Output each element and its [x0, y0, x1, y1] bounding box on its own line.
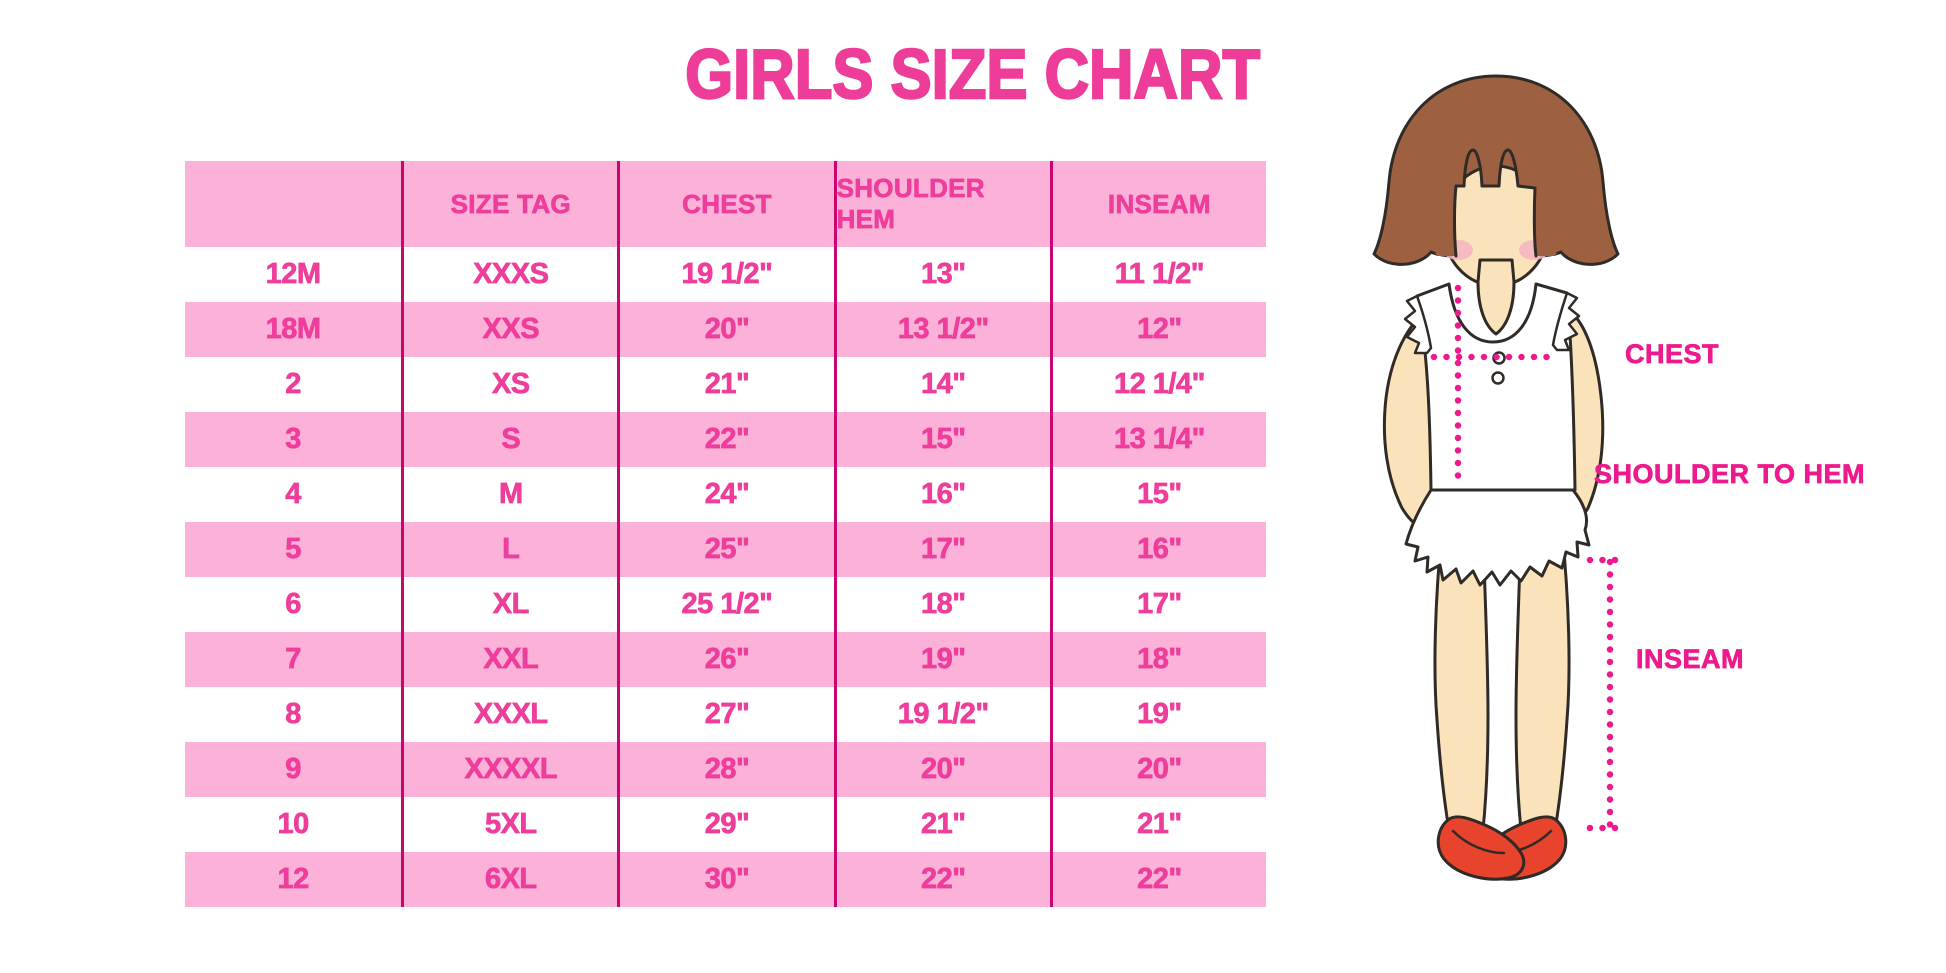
table-cell: 9 [285, 753, 302, 786]
table-cell: 19 1/2" [617, 247, 833, 302]
ruffle-right [1551, 291, 1581, 352]
table-cell: 13 1/2" [833, 302, 1050, 357]
table-cell: XXXL [401, 687, 617, 742]
neck [1476, 258, 1516, 336]
table-cell: 15" [1049, 467, 1266, 522]
peplum-skirt [1404, 488, 1591, 587]
table-cell: 18" [833, 577, 1050, 632]
table-cell: XXXS [401, 247, 617, 302]
table-cell: 20" [617, 302, 833, 357]
header-cell: INSEAM [1049, 161, 1266, 247]
table-cell: M [401, 467, 617, 522]
table-cell: 18M [265, 313, 321, 346]
size-table: SIZE TAG CHEST SHOULDER HEM INSEAM 12M XXXS 19… [185, 161, 1266, 907]
header-cell: SHOULDER HEM [833, 161, 1050, 247]
table-cell: XXL [401, 632, 617, 687]
table-cell: 27" [617, 687, 833, 742]
table-cell: L [401, 522, 617, 577]
table-cell: 25 1/2" [617, 577, 833, 632]
button-bottom [1491, 371, 1505, 385]
table-cell: 16" [1049, 522, 1266, 577]
table-cell: 22" [833, 852, 1050, 907]
table-cell: 17" [833, 522, 1050, 577]
table-cell: 21" [617, 357, 833, 412]
table-cell: XXXXL [401, 742, 617, 797]
table-row: 2 XS 21" 14" 12 1/4" [185, 357, 1266, 412]
table-cell: 20" [833, 742, 1050, 797]
table-cell: 6XL [401, 852, 617, 907]
table-cell: 12M [265, 258, 321, 291]
table-cell: 11 1/2" [1049, 247, 1266, 302]
table-cell: 24" [617, 467, 833, 522]
shoe-left-strap [1451, 829, 1506, 855]
chest-label: CHEST [1625, 339, 1720, 370]
table-cell: 19" [1049, 687, 1266, 742]
ruffle-left [1403, 294, 1433, 355]
table-row: 8 XXXL 27" 19 1/2" 19" [185, 687, 1266, 742]
table-cell: 21" [833, 797, 1050, 852]
table-header-row: SIZE TAG CHEST SHOULDER HEM INSEAM [185, 161, 1266, 247]
table-cell: XXS [401, 302, 617, 357]
table-row: 3 S 22" 15" 13 1/4" [185, 412, 1266, 467]
header-cell-empty [185, 161, 401, 247]
girl-illustration [1372, 74, 1622, 881]
table-cell: 14" [833, 357, 1050, 412]
table-cell: 17" [1049, 577, 1266, 632]
table-cell: 26" [617, 632, 833, 687]
table-cell: 15" [833, 412, 1050, 467]
table-cell: 16" [833, 467, 1050, 522]
page-title: GIRLS SIZE CHART [0, 34, 1946, 114]
table-cell: XL [401, 577, 617, 632]
inseam-label: INSEAM [1636, 644, 1745, 675]
table-cell: 4 [285, 478, 302, 511]
table-cell: 5 [285, 533, 302, 566]
table-cell: 13 1/4" [1049, 412, 1266, 467]
table-row: 10 5XL 29" 21" 21" [185, 797, 1266, 852]
table-cell: 12 [277, 863, 309, 896]
table-row: 5 L 25" 17" 16" [185, 522, 1266, 577]
table-cell: 19" [833, 632, 1050, 687]
table-cell: 7 [285, 643, 302, 676]
table-row: 12M XXXS 19 1/2" 13" 11 1/2" [185, 247, 1266, 302]
bangs-edge [1453, 148, 1538, 258]
table-row: 4 M 24" 16" 15" [185, 467, 1266, 522]
table-cell: 8 [285, 698, 302, 731]
table-cell: 13" [833, 247, 1050, 302]
table-row: 6 XL 25 1/2" 18" 17" [185, 577, 1266, 632]
table-cell: S [401, 412, 617, 467]
table-row: 18M XXS 20" 13 1/2" 12" [185, 302, 1266, 357]
table-cell: 12 1/4" [1049, 357, 1266, 412]
table-cell: 28" [617, 742, 833, 797]
table-cell: 5XL [401, 797, 617, 852]
table-cell: 20" [1049, 742, 1266, 797]
table-cell: 22" [1049, 852, 1266, 907]
table-cell: 2 [285, 368, 302, 401]
table-cell: 22" [617, 412, 833, 467]
table-cell: 6 [285, 588, 302, 621]
table-cell: 18" [1049, 632, 1266, 687]
shoulder-to-hem-label: SHOULDER TO HEM [1594, 459, 1866, 490]
table-cell: 25" [617, 522, 833, 577]
table-cell: 21" [1049, 797, 1266, 852]
table-cell: 3 [285, 423, 302, 456]
header-cell: SIZE TAG [401, 161, 617, 247]
table-cell: 30" [617, 852, 833, 907]
table-cell: 12" [1049, 302, 1266, 357]
table-cell: 19 1/2" [833, 687, 1050, 742]
table-cell: XS [401, 357, 617, 412]
table-row: 12 6XL 30" 22" 22" [185, 852, 1266, 907]
table-cell: 29" [617, 797, 833, 852]
page-title-text: GIRLS SIZE CHART [684, 34, 1261, 114]
header-cell: CHEST [617, 161, 833, 247]
table-row: 7 XXL 26" 19" 18" [185, 632, 1266, 687]
table-cell: 10 [277, 808, 309, 841]
table-row: 9 XXXXL 28" 20" 20" [185, 742, 1266, 797]
